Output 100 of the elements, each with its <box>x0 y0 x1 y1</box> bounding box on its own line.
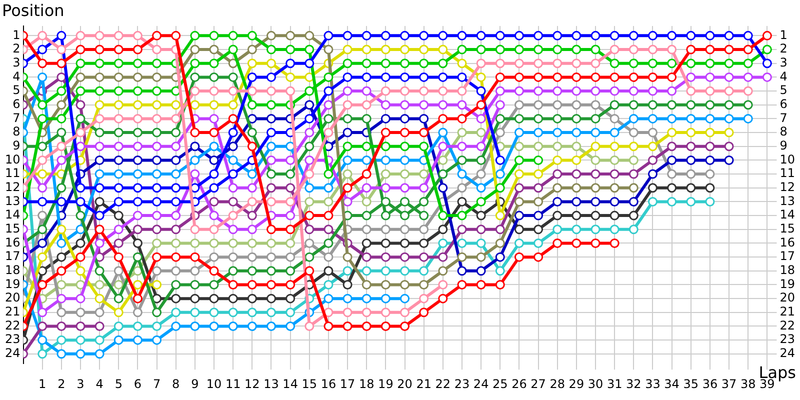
point <box>762 30 772 40</box>
point <box>476 183 486 193</box>
point <box>38 100 48 110</box>
point <box>648 196 658 206</box>
point <box>56 30 66 40</box>
point <box>228 100 238 110</box>
point <box>552 100 562 110</box>
point <box>705 142 715 152</box>
point <box>743 58 753 68</box>
point <box>628 155 638 165</box>
point <box>247 224 257 234</box>
point <box>114 30 124 40</box>
point <box>304 321 314 331</box>
point <box>628 196 638 206</box>
point <box>628 44 638 54</box>
point <box>304 155 314 165</box>
point <box>342 86 352 96</box>
point <box>628 169 638 179</box>
point <box>362 114 372 124</box>
point <box>590 210 600 220</box>
point <box>132 321 142 331</box>
point <box>552 155 562 165</box>
point <box>724 114 734 124</box>
point <box>171 294 181 304</box>
point <box>152 58 162 68</box>
point <box>610 30 620 40</box>
point <box>132 335 142 345</box>
y2-tick-label: 20 <box>780 290 796 305</box>
point <box>304 196 314 206</box>
point <box>94 100 104 110</box>
point <box>190 266 200 276</box>
point <box>152 335 162 345</box>
point <box>495 44 505 54</box>
point <box>38 183 48 193</box>
point <box>342 183 352 193</box>
point <box>56 321 66 331</box>
point <box>286 196 296 206</box>
point <box>228 252 238 262</box>
point <box>419 142 429 152</box>
y2-tick-label: 17 <box>780 249 796 264</box>
point <box>572 183 582 193</box>
point <box>171 321 181 331</box>
point <box>342 142 352 152</box>
point <box>209 224 219 234</box>
point <box>304 224 314 234</box>
y2-tick-label: 24 <box>780 346 796 360</box>
point <box>667 44 677 54</box>
point <box>38 224 48 234</box>
point <box>514 183 524 193</box>
point <box>114 252 124 262</box>
point <box>114 72 124 82</box>
point <box>610 196 620 206</box>
point <box>286 155 296 165</box>
x-tick-label: 20 <box>397 376 412 391</box>
point <box>266 44 276 54</box>
y2-tick-label: 2 <box>780 42 788 56</box>
point <box>266 100 276 110</box>
point <box>94 142 104 152</box>
point <box>190 30 200 40</box>
point <box>628 86 638 96</box>
point <box>76 196 86 206</box>
y-tick-label: 21 <box>4 304 20 319</box>
y-tick-label: 17 <box>4 249 20 264</box>
point <box>209 321 219 331</box>
point <box>610 44 620 54</box>
point <box>152 100 162 110</box>
point <box>56 142 66 152</box>
y2-tick-label: 22 <box>780 318 796 332</box>
point <box>266 58 276 68</box>
point <box>324 30 334 40</box>
point <box>362 238 372 248</box>
point <box>190 72 200 82</box>
point <box>400 294 410 304</box>
point <box>457 142 467 152</box>
y-tick-label: 4 <box>12 69 20 84</box>
point <box>552 30 562 40</box>
point <box>686 44 696 54</box>
point <box>438 266 448 276</box>
x-tick-label: 7 <box>152 376 161 391</box>
point <box>438 72 448 82</box>
point <box>438 44 448 54</box>
point <box>362 30 372 40</box>
y2-tick-label: 11 <box>780 166 796 180</box>
point <box>132 196 142 206</box>
point <box>247 280 257 290</box>
point <box>590 128 600 138</box>
point <box>38 58 48 68</box>
point <box>132 308 142 318</box>
point <box>724 30 734 40</box>
point <box>286 44 296 54</box>
point <box>648 114 658 124</box>
point <box>228 155 238 165</box>
point <box>304 183 314 193</box>
point <box>476 128 486 138</box>
point <box>476 280 486 290</box>
point <box>590 44 600 54</box>
point <box>572 169 582 179</box>
point <box>438 114 448 124</box>
point <box>266 308 276 318</box>
point <box>648 58 658 68</box>
